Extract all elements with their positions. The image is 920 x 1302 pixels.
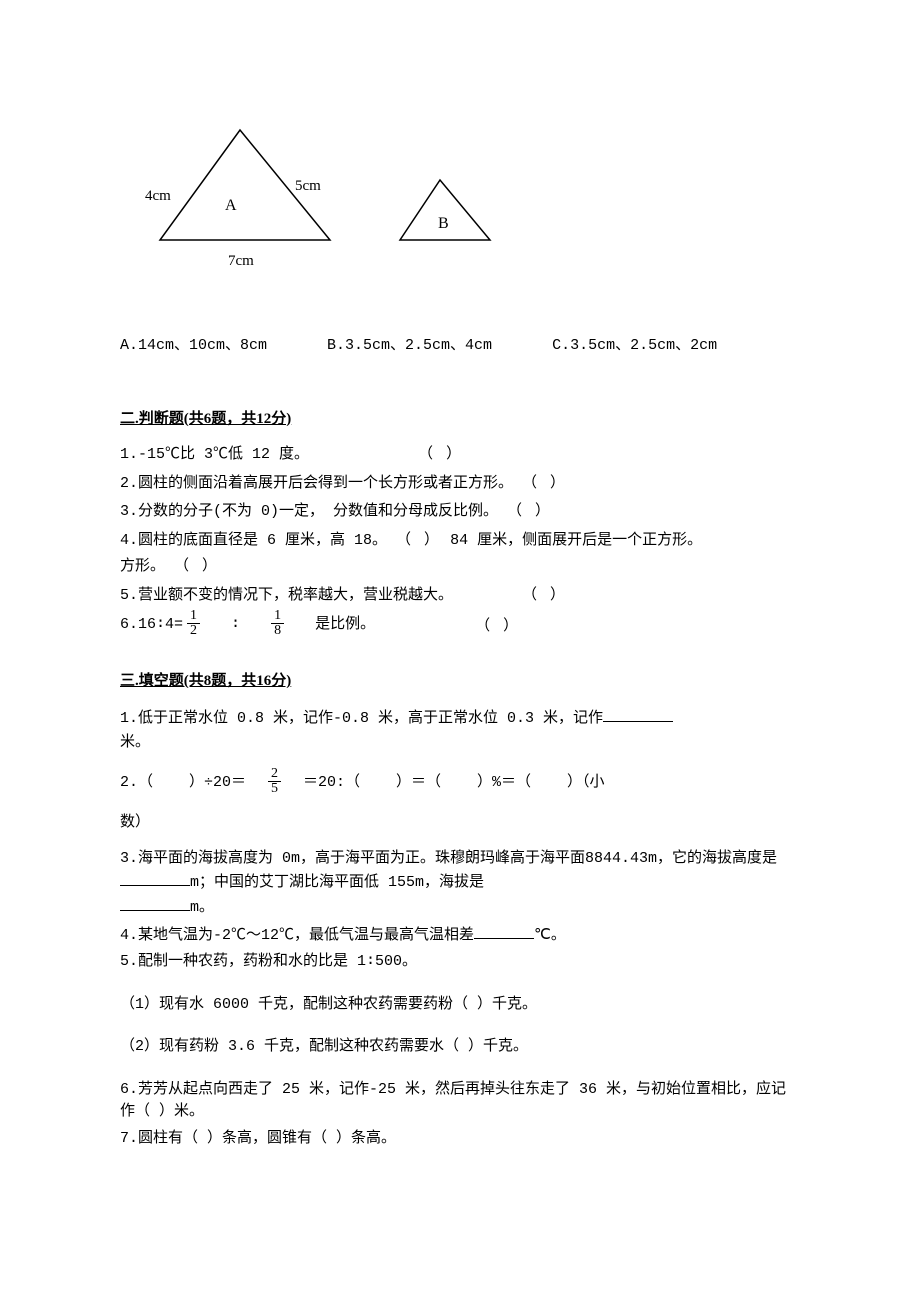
s3-q5-p2: （2）现有药粉 3.6 千克，配制这种农药需要水（ ）千克。 <box>120 1038 528 1055</box>
s3-q2-b: ＝20:（ ）＝（ ）%＝（ ）（小 <box>285 772 605 795</box>
s3-q3-blank2 <box>120 896 190 911</box>
s3-q4-blank <box>474 924 534 939</box>
s3-q3-c: m。 <box>190 899 214 916</box>
s3-q6: 6.芳芳从起点向西走了 25 米，记作-25 米，然后再掉头往东走了 36 米，… <box>120 1079 800 1124</box>
s2-q6-slot: （ ） <box>475 614 520 637</box>
s2-q1-slot: （ ） <box>418 444 463 462</box>
s3-q5-head: 5.配制一种农药，药粉和水的比是 1∶500。 <box>120 953 417 970</box>
section-2-header: 二.判断题(共6题，共12分) <box>120 408 800 431</box>
s2-q6: 6.16∶4= 1 2 ∶ 1 8 是比例。 （ ） <box>120 611 800 640</box>
option-a: A.14cm、10cm、8cm <box>120 335 267 358</box>
s3-q7: 7.圆柱有（ ）条高，圆锥有（ ）条高。 <box>120 1128 800 1151</box>
s2-q3-text: 3.分数的分子(不为 0)一定， 分数值和分母成反比例。 <box>120 503 498 520</box>
s2-q4-text-b: 84 厘米，侧面展开后是一个正方形。 <box>450 532 702 549</box>
s3-q2-frac: 2 5 <box>268 767 281 796</box>
s3-q2-a: 2.（ ）÷20＝ <box>120 772 264 795</box>
s2-q6-f1d: 2 <box>187 624 200 638</box>
s2-q2-text: 2.圆柱的侧面沿着高展开后会得到一个长方形或者正方形。 <box>120 475 513 492</box>
s3-q2-c: 数） <box>120 814 150 831</box>
s2-q6-f2n: 1 <box>271 609 284 624</box>
s2-q5: 5.营业额不变的情况下，税率越大，营业税越大。 （ ） <box>120 583 800 608</box>
s3-q3-b: m；中国的艾丁湖比海平面低 155m，海拔是 <box>190 874 484 891</box>
s3-q3-a: 3.海平面的海拔高度为 0m，高于海平面为正。珠穆朗玛峰高于海平面8844.43… <box>120 850 777 867</box>
s2-q4-slot-b: （ ） <box>174 556 219 574</box>
s2-q6-text-a: 6.16∶4= <box>120 614 183 637</box>
s2-q1: 1.-15℃比 3℃低 12 度。 （ ） <box>120 442 800 467</box>
option-c: C.3.5cm、2.5cm、2cm <box>552 335 717 358</box>
triangle-b-inner-label: B <box>438 215 449 232</box>
triangle-a-right-label: 5cm <box>295 178 321 194</box>
s2-q6-text-b: 是比例。 <box>288 614 375 637</box>
triangle-diagram: 4cm 5cm 7cm A B <box>120 110 800 275</box>
s3-q1-a: 1.低于正常水位 0.8 米，记作-0.8 米，高于正常水位 0.3 米，记作 <box>120 710 603 727</box>
s2-q5-text: 5.营业额不变的情况下，税率越大，营业税越大。 <box>120 587 453 604</box>
s3-q4-a: 4.某地气温为-2℃～12℃，最低气温与最高气温相差 <box>120 927 474 944</box>
s2-q6-f2d: 8 <box>271 624 284 638</box>
s2-q6-frac2: 1 8 <box>271 609 284 638</box>
s2-q4: 4.圆柱的底面直径是 6 厘米，高 18。 （ ） 84 厘米，侧面展开后是一个… <box>120 528 800 579</box>
s3-q1: 1.低于正常水位 0.8 米，记作-0.8 米，高于正常水位 0.3 米，记作 … <box>120 707 800 755</box>
triangle-a-inner-label: A <box>225 197 237 214</box>
s2-q3-slot: （ ） <box>507 501 552 519</box>
triangle-a-left-label: 4cm <box>145 188 171 204</box>
s2-q4-slot-a: （ ） <box>396 530 441 548</box>
s3-q5: 5.配制一种农药，药粉和水的比是 1∶500。 （1）现有水 6000 千克，配… <box>120 951 800 1059</box>
s3-q1-b: 米。 <box>120 734 150 751</box>
s3-q4: 4.某地气温为-2℃～12℃，最低气温与最高气温相差 ℃。 <box>120 924 800 948</box>
s3-q1-blank <box>603 707 673 722</box>
s3-q5-p1: （1）现有水 6000 千克，配制这种农药需要药粉（ ）千克。 <box>120 996 537 1013</box>
s2-q5-slot: （ ） <box>522 585 567 603</box>
s2-q3: 3.分数的分子(不为 0)一定， 分数值和分母成反比例。 （ ） <box>120 499 800 524</box>
s2-q6-mid: ∶ <box>204 614 267 637</box>
s2-q2-slot: （ ） <box>522 473 567 491</box>
s3-q2-fnum: 2 <box>268 767 281 782</box>
s2-q4-text-a: 4.圆柱的底面直径是 6 厘米，高 18。 <box>120 532 387 549</box>
s2-q6-f1n: 1 <box>187 609 200 624</box>
s2-q2: 2.圆柱的侧面沿着高展开后会得到一个长方形或者正方形。 （ ） <box>120 471 800 496</box>
s2-q6-frac1: 1 2 <box>187 609 200 638</box>
s3-q7-a: 7.圆柱有（ ）条高，圆锥有（ ）条高。 <box>120 1130 396 1147</box>
s3-q3-blank1 <box>120 871 190 886</box>
option-b: B.3.5cm、2.5cm、4cm <box>327 335 492 358</box>
s3-q4-b: ℃。 <box>534 927 566 944</box>
s3-q2-fden: 5 <box>268 782 281 796</box>
s2-q1-text: 1.-15℃比 3℃低 12 度。 <box>120 446 309 463</box>
s2-q4-tail: 方形。 <box>120 558 165 575</box>
triangle-a-bottom-label: 7cm <box>228 253 254 269</box>
s3-q3: 3.海平面的海拔高度为 0m，高于海平面为正。珠穆朗玛峰高于海平面8844.43… <box>120 848 800 920</box>
mc-option-row: A.14cm、10cm、8cm B.3.5cm、2.5cm、4cm C.3.5c… <box>120 335 800 358</box>
s3-q6-a: 6.芳芳从起点向西走了 25 米，记作-25 米，然后再掉头往东走了 36 米，… <box>120 1081 786 1121</box>
section-3-header: 三.填空题(共8题，共16分) <box>120 670 800 693</box>
s3-q2: 2.（ ）÷20＝ 2 5 ＝20:（ ）＝（ ）%＝（ ）（小 数） <box>120 769 800 835</box>
triangles-svg: 4cm 5cm 7cm A B <box>120 110 520 275</box>
